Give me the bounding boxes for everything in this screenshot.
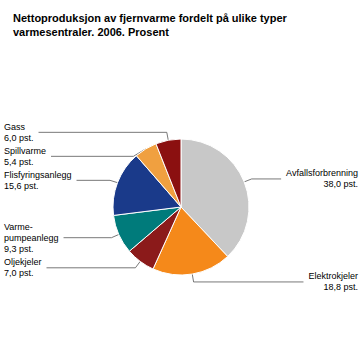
- svg-text:9,3 pst.: 9,3 pst.: [4, 244, 34, 254]
- svg-text:Elektrokjeler: Elektrokjeler: [308, 271, 358, 281]
- svg-text:pumpeanlegg: pumpeanlegg: [4, 233, 59, 243]
- svg-text:Gass: Gass: [4, 122, 26, 132]
- svg-text:5,4 pst.: 5,4 pst.: [4, 157, 34, 167]
- svg-text:Varme-: Varme-: [4, 222, 33, 232]
- svg-text:6,0 pst.: 6,0 pst.: [4, 133, 34, 143]
- svg-text:Oljekjeler: Oljekjeler: [4, 257, 42, 267]
- svg-text:18,8 pst.: 18,8 pst.: [323, 282, 358, 292]
- svg-text:varmesentraler. 2006. Prosent: varmesentraler. 2006. Prosent: [13, 26, 169, 38]
- svg-text:Avfallsforbrenning: Avfallsforbrenning: [286, 168, 358, 178]
- svg-text:Spillvarme: Spillvarme: [4, 146, 46, 156]
- svg-text:15,6 pst.: 15,6 pst.: [4, 181, 39, 191]
- svg-text:Flisfyringsanlegg: Flisfyringsanlegg: [4, 170, 72, 180]
- svg-text:38,0 pst.: 38,0 pst.: [323, 179, 358, 189]
- svg-text:7,0 pst.: 7,0 pst.: [4, 268, 34, 278]
- svg-text:Nettoproduksjon av fjernvarme: Nettoproduksjon av fjernvarme fordelt på…: [13, 12, 288, 24]
